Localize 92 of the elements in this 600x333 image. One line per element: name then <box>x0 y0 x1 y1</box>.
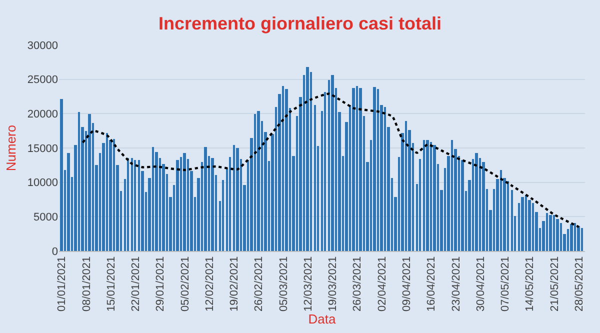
bar <box>236 148 239 251</box>
x-tick-label: 21/05/2021 <box>548 256 561 312</box>
bar <box>451 140 453 251</box>
y-tick-label: 15000 <box>27 142 58 155</box>
y-axis-title: Numero <box>3 124 18 172</box>
bar <box>419 159 421 251</box>
bar <box>88 114 91 251</box>
bar <box>211 158 214 251</box>
bar <box>222 180 224 251</box>
bar <box>352 88 355 251</box>
bar <box>254 114 256 251</box>
bar <box>560 223 562 251</box>
bar <box>331 75 334 251</box>
y-tick-label: 20000 <box>27 108 58 121</box>
bar <box>306 67 309 251</box>
bar <box>78 112 80 251</box>
bar <box>546 213 548 251</box>
bar <box>532 203 534 251</box>
bar <box>356 86 358 251</box>
bar <box>377 89 379 251</box>
x-tick-label: 05/03/2021 <box>278 256 290 312</box>
x-tick-label: 12/02/2021 <box>204 256 216 312</box>
bar <box>314 105 316 251</box>
x-tick-label: 19/03/2021 <box>327 256 340 312</box>
bar <box>183 153 186 251</box>
x-tick-label: 12/03/2021 <box>302 256 315 312</box>
x-tick-label: 23/04/2021 <box>450 256 462 312</box>
bar <box>556 219 559 251</box>
bar <box>229 157 231 251</box>
x-tick-label: 30/04/2021 <box>474 256 487 312</box>
bar <box>433 145 436 251</box>
bar <box>500 170 502 251</box>
y-tick-label: 10000 <box>27 177 58 190</box>
bar <box>384 107 386 251</box>
x-tick-label: 01/01/2021 <box>56 256 68 312</box>
bar <box>574 223 576 251</box>
bar <box>507 181 509 251</box>
bar <box>426 140 429 251</box>
bar <box>106 133 108 251</box>
bar <box>285 89 288 251</box>
x-axis-title: Data <box>308 311 336 326</box>
bar <box>152 147 154 251</box>
bar <box>282 86 284 251</box>
bar <box>482 162 485 251</box>
bar <box>176 160 179 251</box>
bar <box>131 158 133 251</box>
y-tick-label: 0 <box>52 246 58 258</box>
y-tick-label: 5000 <box>34 212 58 224</box>
x-tick-label: 15/01/2021 <box>105 256 118 312</box>
bar <box>324 92 326 251</box>
line-series <box>82 92 580 228</box>
bar <box>359 88 362 251</box>
y-tick-label: 30000 <box>27 40 58 52</box>
bar <box>405 121 407 251</box>
bar <box>134 160 136 251</box>
x-tick-label: 26/02/2021 <box>253 256 266 312</box>
bar <box>257 111 260 251</box>
bar <box>138 160 140 251</box>
y-tick-label: 25000 <box>27 74 58 86</box>
x-tick-label: 02/04/2021 <box>376 256 388 312</box>
chart-title: Incremento giornaliero casi totali <box>158 13 442 34</box>
bar <box>113 139 115 251</box>
x-tick-label: 14/05/2021 <box>524 256 536 312</box>
x-tick-label: 22/01/2021 <box>130 256 142 312</box>
bar <box>475 153 478 251</box>
bar <box>127 158 129 251</box>
x-tick-label: 07/05/2021 <box>500 256 512 312</box>
bar <box>60 99 63 251</box>
bar <box>423 140 425 251</box>
bar <box>581 228 583 251</box>
x-tick-label: 05/02/2021 <box>179 256 192 312</box>
bar <box>549 215 552 251</box>
bar <box>525 195 527 251</box>
bar <box>553 215 555 251</box>
bar <box>373 87 376 251</box>
bar <box>570 224 573 251</box>
bar <box>461 160 464 251</box>
x-tick-label: 09/04/2021 <box>401 256 414 312</box>
bar <box>521 197 524 251</box>
bar <box>511 190 513 251</box>
bar <box>577 226 580 251</box>
x-tick-label: 16/04/2021 <box>426 256 438 312</box>
bar <box>204 147 207 251</box>
x-tick-label: 29/01/2021 <box>154 256 167 312</box>
x-tick-label: 26/03/2021 <box>352 256 364 312</box>
x-tick-label: 28/05/2021 <box>573 256 586 312</box>
x-tick-label: 19/02/2021 <box>228 256 241 312</box>
bar <box>67 153 70 251</box>
bar <box>233 145 235 251</box>
bar <box>180 157 182 251</box>
bar <box>430 142 432 251</box>
x-tick-label: 08/01/2021 <box>80 256 93 312</box>
